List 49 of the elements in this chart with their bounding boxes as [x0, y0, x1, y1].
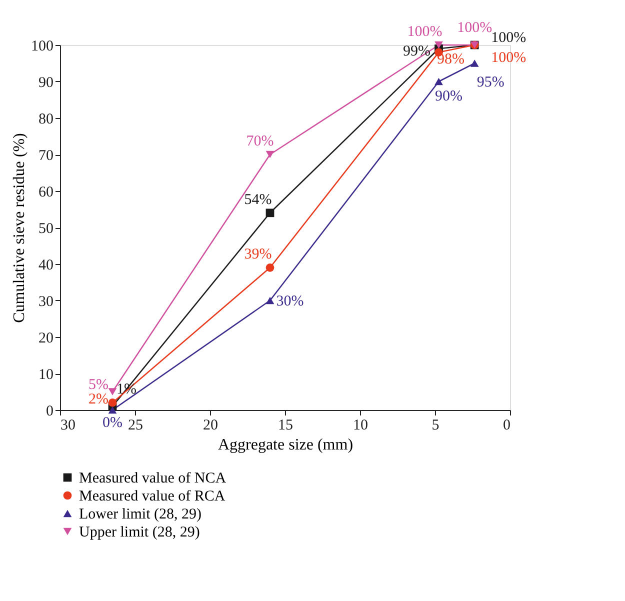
- y-tick-label: 0: [46, 404, 54, 420]
- data-label: 90%: [435, 88, 462, 104]
- point: [434, 41, 443, 49]
- data-label: 2%: [88, 392, 108, 408]
- x-tick-label: 5: [432, 418, 440, 434]
- y-tick-label: 50: [38, 221, 54, 237]
- legend-label: Upper limit (28, 29): [79, 524, 200, 540]
- y-tick-label: 60: [38, 184, 54, 200]
- data-label: 100%: [491, 30, 526, 46]
- point: [434, 78, 443, 86]
- data-label: 100%: [457, 20, 492, 36]
- data-label: 0%: [102, 415, 122, 431]
- point: [108, 388, 117, 396]
- x-tick-label: 20: [203, 418, 218, 434]
- x-tick-label: 10: [353, 418, 368, 434]
- point: [108, 398, 117, 407]
- point: [266, 263, 274, 272]
- x-tick-label: 25: [128, 418, 143, 434]
- x-axis-title: Aggregate size (mm): [218, 436, 354, 454]
- point: [108, 406, 117, 414]
- data-label: 95%: [476, 74, 504, 90]
- data-label: 30%: [276, 294, 304, 310]
- y-tick-label: 70: [38, 148, 54, 164]
- y-axis-title: Cumulative sieve residue (%): [11, 133, 28, 323]
- data-label: 54%: [244, 192, 272, 208]
- data-label: 98%: [437, 51, 464, 68]
- y-tick-label: 30: [38, 294, 54, 310]
- data-label: 39%: [244, 246, 272, 263]
- point: [266, 150, 274, 158]
- x-tick-label: 0: [503, 418, 510, 434]
- data-label: 5%: [88, 376, 108, 393]
- legend-label: Measured value of RCA: [79, 488, 226, 504]
- y-tick-label: 20: [38, 330, 54, 346]
- data-label: 99%: [403, 44, 430, 60]
- data-label: 100%: [407, 24, 442, 40]
- point: [470, 60, 479, 67]
- y-tick-label: 40: [38, 258, 54, 274]
- y-tick-label: 80: [38, 112, 54, 128]
- y-tick-label: 100: [31, 38, 54, 54]
- x-tick-label: 15: [278, 418, 293, 434]
- x-tick-label: 30: [60, 418, 76, 434]
- point: [266, 208, 274, 218]
- y-tick-label: 90: [38, 75, 54, 91]
- point: [266, 296, 274, 304]
- data-label: 100%: [491, 50, 526, 66]
- data-label: 70%: [246, 134, 274, 150]
- y-tick-label: 10: [38, 367, 54, 383]
- legend-label: Lower limit (28, 29): [79, 506, 202, 522]
- legend-label: Measured value of NCA: [79, 470, 226, 486]
